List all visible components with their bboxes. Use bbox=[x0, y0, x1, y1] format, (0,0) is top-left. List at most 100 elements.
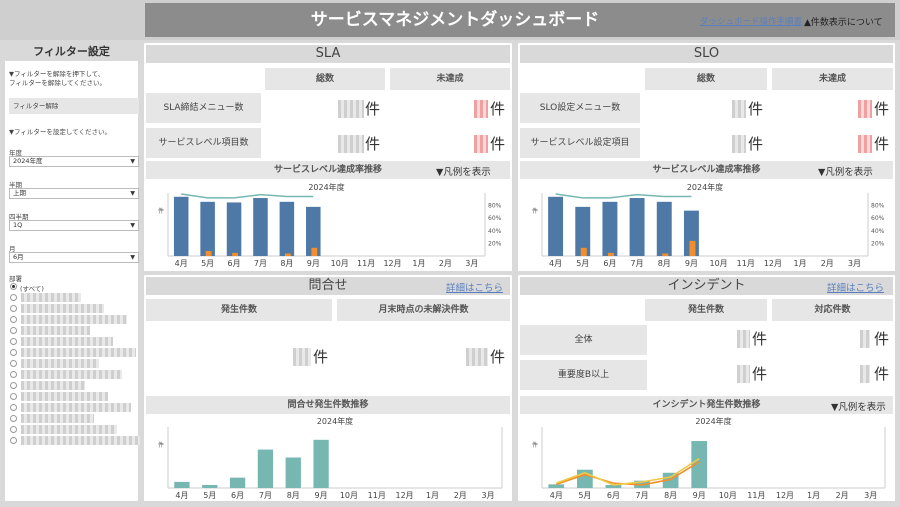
dept-radio[interactable] bbox=[10, 305, 17, 312]
x-tick-label: 5月 bbox=[578, 491, 591, 500]
x-tick-label: 5月 bbox=[201, 259, 214, 268]
bar-unmet bbox=[580, 247, 587, 256]
slo-total-unit: 件 bbox=[748, 100, 764, 118]
dept-radio[interactable] bbox=[10, 371, 17, 378]
incident-detail-link[interactable]: 詳細はこちら bbox=[827, 283, 885, 294]
x-tick-label: 8月 bbox=[664, 491, 677, 500]
x-tick-label: 2月 bbox=[454, 491, 467, 500]
dept-radio[interactable] bbox=[10, 327, 17, 334]
bar-unmet bbox=[205, 250, 212, 256]
incident-severe-count-unit: 件 bbox=[752, 365, 768, 383]
dept-radio[interactable] bbox=[10, 294, 17, 301]
redacted-dept-name bbox=[21, 414, 94, 423]
slo-row-menu: SLO設定メニュー数 bbox=[520, 93, 640, 123]
x-tick-label: 7月 bbox=[254, 259, 267, 268]
sla-title: SLA bbox=[146, 45, 510, 63]
count-notice-link[interactable]: ▲件数表示について bbox=[804, 18, 883, 28]
redacted-dept-name bbox=[21, 359, 99, 368]
bar bbox=[548, 196, 564, 256]
year-value: 2024年度 bbox=[13, 157, 43, 165]
half-value: 上期 bbox=[13, 189, 26, 197]
x-tick-label: 11月 bbox=[737, 259, 755, 268]
bar bbox=[313, 439, 329, 488]
dept-radio[interactable] bbox=[10, 360, 17, 367]
year-select[interactable]: 2024年度 ▼ bbox=[9, 156, 139, 167]
x-tick-label: 10月 bbox=[709, 259, 727, 268]
x-tick-label: 12月 bbox=[383, 259, 401, 268]
sla-row-menu: SLA締結メニュー数 bbox=[146, 93, 261, 123]
dept-radio-all[interactable] bbox=[10, 283, 17, 290]
set-help-text: ▼フィルターを設定してください。 bbox=[9, 128, 111, 136]
sla-col-total: 総数 bbox=[265, 68, 385, 90]
redacted-value bbox=[293, 348, 311, 366]
x-tick-label: 1月 bbox=[426, 491, 439, 500]
achievement-rate-line bbox=[555, 193, 692, 199]
bar bbox=[602, 201, 618, 256]
dept-radio[interactable] bbox=[10, 316, 17, 323]
dropdown-arrow-icon: ▼ bbox=[130, 158, 135, 165]
half-select[interactable]: 上期 ▼ bbox=[9, 188, 139, 199]
dept-radio[interactable] bbox=[10, 382, 17, 389]
y-tick-label: 件 bbox=[532, 441, 538, 449]
x-tick-label: 8月 bbox=[280, 259, 293, 268]
x-tick-label: 3月 bbox=[465, 259, 478, 268]
bar bbox=[548, 484, 565, 488]
slo-items-total-unit: 件 bbox=[748, 135, 764, 153]
x-tick-label: 7月 bbox=[635, 491, 648, 500]
dept-radio[interactable] bbox=[10, 349, 17, 356]
x-tick-label: 11月 bbox=[747, 491, 765, 500]
y2-tick-label: 60% bbox=[871, 215, 885, 222]
redacted-value bbox=[737, 330, 750, 348]
x-tick-label: 8月 bbox=[658, 259, 671, 268]
x-tick-label: 9月 bbox=[315, 491, 328, 500]
bar bbox=[202, 484, 218, 488]
x-tick-label: 6月 bbox=[231, 491, 244, 500]
slo-legend-toggle[interactable]: ▼凡例を表示 bbox=[818, 167, 873, 178]
bar bbox=[226, 202, 242, 256]
sla-trend-title: サービスレベル達成率推移 bbox=[146, 161, 510, 179]
dept-radio[interactable] bbox=[10, 426, 17, 433]
sla-legend-toggle[interactable]: ▼凡例を表示 bbox=[436, 167, 491, 178]
achievement-rate-line bbox=[181, 193, 314, 199]
dept-radio[interactable] bbox=[10, 338, 17, 345]
dept-radio[interactable] bbox=[10, 437, 17, 444]
inquiry-unresolved-unit: 件 bbox=[490, 348, 506, 366]
dept-radio[interactable] bbox=[10, 404, 17, 411]
bar-unmet bbox=[284, 253, 291, 256]
x-tick-label: 9月 bbox=[685, 259, 698, 268]
x-tick-label: 12月 bbox=[776, 491, 794, 500]
slo-unmet-unit: 件 bbox=[874, 100, 890, 118]
quarter-select[interactable]: 1Q ▼ bbox=[9, 220, 139, 231]
sla-items-unmet-unit: 件 bbox=[490, 135, 506, 153]
inquiry-detail-link[interactable]: 詳細はこちら bbox=[446, 283, 504, 294]
redacted-dept-name bbox=[21, 326, 90, 335]
inquiry-count-unit: 件 bbox=[313, 348, 329, 366]
bar bbox=[629, 198, 645, 256]
incident-handled-unit: 件 bbox=[874, 330, 890, 348]
redacted-dept-name bbox=[21, 381, 85, 390]
trend-line bbox=[556, 458, 700, 486]
redacted-dept-name bbox=[21, 403, 131, 412]
dept-radio[interactable] bbox=[10, 393, 17, 400]
incident-legend-toggle[interactable]: ▼凡例を表示 bbox=[831, 402, 886, 413]
redacted-value bbox=[732, 135, 746, 153]
x-tick-label: 6月 bbox=[227, 259, 240, 268]
year-label: 年度 bbox=[9, 149, 22, 157]
x-tick-label: 7月 bbox=[631, 259, 644, 268]
x-tick-label: 1月 bbox=[412, 259, 425, 268]
x-tick-label: 6月 bbox=[603, 259, 616, 268]
manual-link[interactable]: ダッシュボード操作手順書 bbox=[700, 17, 803, 27]
x-tick-label: 10月 bbox=[331, 259, 349, 268]
y2-tick-label: 40% bbox=[871, 228, 885, 235]
y2-tick-label: 80% bbox=[488, 203, 502, 210]
filter-reset-button[interactable]: フィルター解除 bbox=[9, 98, 139, 114]
month-select[interactable]: 6月 ▼ bbox=[9, 252, 139, 263]
x-tick-label: 10月 bbox=[719, 491, 737, 500]
x-tick-label: 4月 bbox=[549, 259, 562, 268]
y2-tick-label: 80% bbox=[871, 203, 885, 210]
incident-title: インシデント bbox=[520, 277, 893, 295]
y2-tick-label: 20% bbox=[488, 240, 502, 247]
dept-radio[interactable] bbox=[10, 415, 17, 422]
